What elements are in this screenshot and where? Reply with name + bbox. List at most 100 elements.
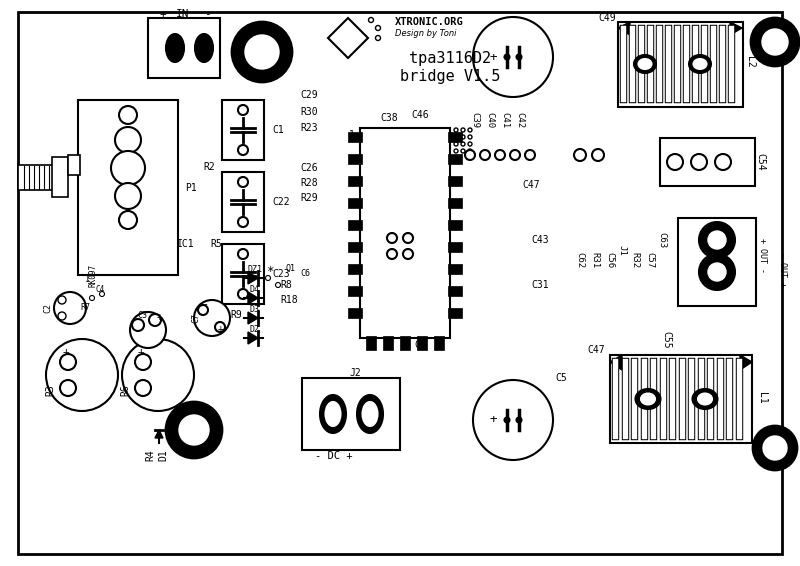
Circle shape [135, 380, 151, 396]
Circle shape [454, 149, 458, 153]
Text: C38: C38 [380, 113, 398, 123]
Bar [719, 25, 726, 103]
Bar [348, 132, 362, 142]
Circle shape [266, 276, 270, 281]
Circle shape [115, 127, 141, 153]
Text: -: - [204, 9, 210, 19]
Bar [737, 359, 742, 439]
Bar [678, 358, 686, 440]
Text: C1: C1 [272, 125, 284, 135]
Text: 1: 1 [349, 130, 355, 140]
Ellipse shape [195, 34, 213, 62]
Circle shape [465, 150, 475, 160]
Text: P1: P1 [185, 183, 197, 193]
Text: C29: C29 [300, 90, 318, 100]
Circle shape [130, 312, 166, 348]
Text: C6: C6 [300, 269, 310, 278]
Text: C4: C4 [95, 285, 105, 294]
Bar [622, 358, 629, 440]
Bar [692, 25, 699, 103]
Circle shape [699, 254, 735, 290]
Polygon shape [328, 18, 368, 58]
Circle shape [454, 135, 458, 139]
Text: DZ1: DZ1 [247, 264, 262, 273]
Text: - OUT +: - OUT + [778, 252, 786, 288]
Bar [448, 264, 462, 274]
Circle shape [245, 35, 279, 69]
Text: R2: R2 [203, 162, 215, 172]
Circle shape [238, 289, 248, 299]
Circle shape [753, 426, 797, 470]
Bar [417, 336, 427, 350]
Bar [670, 359, 675, 439]
Circle shape [461, 128, 465, 132]
Circle shape [54, 292, 86, 324]
Text: - DC +: - DC + [315, 451, 353, 461]
Text: bridge V1.5: bridge V1.5 [400, 68, 500, 84]
Circle shape [715, 154, 731, 170]
Circle shape [60, 380, 76, 396]
Text: +: + [218, 324, 224, 334]
Circle shape [763, 436, 787, 460]
Bar [348, 176, 362, 186]
Bar [684, 26, 689, 102]
Circle shape [461, 142, 465, 146]
Bar [720, 26, 725, 102]
Bar [383, 336, 393, 350]
Text: tpa3116D2: tpa3116D2 [409, 50, 491, 66]
Circle shape [473, 380, 553, 460]
Polygon shape [248, 292, 258, 304]
Bar [641, 358, 647, 440]
Text: C55: C55 [661, 331, 671, 349]
Ellipse shape [320, 395, 346, 433]
Bar [148, 18, 220, 78]
Text: R6: R6 [120, 384, 130, 396]
Bar [660, 138, 755, 186]
Ellipse shape [357, 395, 383, 433]
Circle shape [387, 249, 397, 259]
Bar [701, 25, 708, 103]
Text: R18: R18 [280, 295, 298, 305]
Bar [222, 100, 264, 160]
Bar [666, 26, 671, 102]
Polygon shape [248, 312, 258, 324]
Circle shape [468, 149, 472, 153]
Circle shape [238, 217, 248, 227]
Bar [727, 359, 732, 439]
Circle shape [115, 183, 141, 209]
Bar [689, 359, 694, 439]
Bar [448, 308, 462, 318]
Bar [665, 25, 672, 103]
Circle shape [58, 296, 66, 304]
Bar [448, 176, 462, 186]
Text: D3: D3 [250, 305, 260, 314]
Bar [222, 244, 264, 304]
Circle shape [132, 319, 144, 331]
Text: *: * [266, 265, 274, 278]
Bar [728, 25, 735, 103]
Circle shape [403, 249, 413, 259]
Circle shape [480, 150, 490, 160]
Circle shape [275, 282, 281, 288]
Text: R30: R30 [300, 107, 318, 117]
Bar [613, 359, 618, 439]
Text: C23: C23 [272, 269, 290, 279]
Polygon shape [610, 355, 622, 370]
Bar [688, 358, 695, 440]
Ellipse shape [698, 393, 712, 405]
Circle shape [135, 354, 151, 370]
Circle shape [574, 149, 586, 161]
Text: D1: D1 [158, 449, 168, 461]
Text: C49: C49 [598, 13, 616, 23]
Bar [650, 358, 657, 440]
Bar [656, 25, 663, 103]
Bar [400, 336, 410, 350]
Text: R9: R9 [230, 310, 242, 320]
Circle shape [454, 142, 458, 146]
Circle shape [461, 135, 465, 139]
Circle shape [592, 149, 604, 161]
Ellipse shape [635, 389, 661, 409]
Circle shape [454, 128, 458, 132]
Circle shape [468, 142, 472, 146]
Text: +: + [490, 414, 497, 427]
